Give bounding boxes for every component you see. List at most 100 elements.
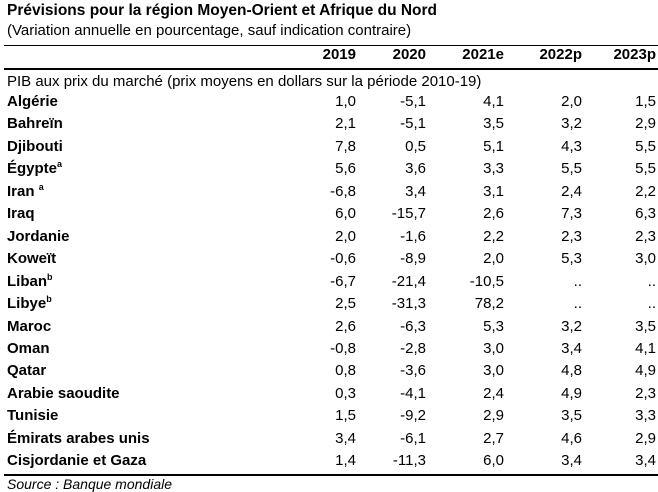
country-label: Iraq xyxy=(7,205,35,223)
cell-2022p: 3,4 xyxy=(561,452,582,470)
cell-2020: -6,1 xyxy=(400,429,426,447)
cell-2020: -31,3 xyxy=(391,295,426,313)
cell-2023p: 5,5 xyxy=(635,137,656,155)
footnote-marker: a xyxy=(38,181,44,192)
cell-2023p: 4,1 xyxy=(635,339,656,357)
cell-2022p: 2,4 xyxy=(561,182,582,200)
cell-2019: 1,4 xyxy=(335,452,356,470)
footnote-marker: b xyxy=(46,294,52,305)
table-row: Iran a -6,8 3,4 3,1 2,4 2,2 xyxy=(0,181,658,205)
country-name: Maroc xyxy=(7,318,51,335)
header-bottom-rule xyxy=(4,68,658,70)
table-row: Tunisie 1,5 -9,2 2,9 3,5 3,3 xyxy=(0,407,658,429)
table-row: Émirats arabes unis 3,4 -6,1 2,7 4,6 2,9 xyxy=(0,430,658,452)
country-name: Libanb xyxy=(7,272,53,290)
cell-2020: 3,4 xyxy=(405,182,426,200)
country-label: Arabie saoudite xyxy=(7,384,120,402)
cell-2020: -6,3 xyxy=(400,317,426,335)
cell-2021e: 78,2 xyxy=(474,295,504,313)
table-bottom-rule xyxy=(4,474,658,476)
country-name: Qatar xyxy=(7,362,46,379)
footnote-marker: a xyxy=(57,159,63,170)
cell-2020: -11,3 xyxy=(392,452,426,470)
cell-2019: 7,8 xyxy=(335,137,356,155)
cell-2019: -0,6 xyxy=(330,250,356,268)
cell-2022p: 3,5 xyxy=(561,407,582,425)
cell-2021e: 2,2 xyxy=(483,227,504,245)
cell-2020: -5,1 xyxy=(400,115,426,133)
cell-2020: 3,6 xyxy=(405,160,426,178)
cell-2021e: 3,3 xyxy=(483,160,504,178)
cell-2021e: 2,9 xyxy=(483,407,504,425)
cell-2021e: 3,1 xyxy=(483,182,504,200)
cell-2019: 3,4 xyxy=(335,429,356,447)
country-label: Émirats arabes unis xyxy=(7,429,150,447)
cell-2022p: 7,3 xyxy=(561,205,582,223)
country-name: Égyptea xyxy=(7,159,63,178)
cell-2021e: 4,1 xyxy=(483,93,504,110)
cell-2019: 2,1 xyxy=(335,115,356,133)
cell-2021e: 5,1 xyxy=(483,137,504,155)
cell-2020: -1,6 xyxy=(400,227,426,245)
cell-2023p: 3,0 xyxy=(635,250,656,268)
country-label: Oman xyxy=(7,339,50,357)
cell-2019: 0,3 xyxy=(335,384,356,402)
cell-2019: 1,5 xyxy=(335,407,356,425)
cell-2020: -8,9 xyxy=(400,250,426,268)
cell-2019: 2,6 xyxy=(335,317,356,335)
country-label: Bahreïn xyxy=(7,115,63,133)
cell-2023p: 3,5 xyxy=(635,317,656,335)
country-name: Jordanie xyxy=(7,228,70,245)
cell-2023p: 2,3 xyxy=(635,384,656,402)
cell-2022p: 2,3 xyxy=(561,227,582,245)
cell-2021e: -10,5 xyxy=(469,272,504,290)
table-row: Libanb -6,7 -21,4 -10,5.... xyxy=(0,272,658,295)
cell-2020: -9,2 xyxy=(400,407,426,425)
table-row: Koweït -0,6 -8,9 2,0 5,3 3,0 xyxy=(0,250,658,272)
cell-2021e: 2,0 xyxy=(483,250,504,268)
cell-2022p: 5,5 xyxy=(561,160,582,178)
table-subtitle: (Variation annuelle en pourcentage, sauf… xyxy=(7,22,412,39)
cell-2022p: 3,4 xyxy=(561,339,582,357)
cell-2022p: .. xyxy=(573,295,582,313)
country-label: Algérie xyxy=(7,93,58,110)
table-row: Oman -0,8 -2,8 3,0 3,4 4,1 xyxy=(0,340,658,362)
country-name: Algérie xyxy=(7,93,58,110)
country-name: Arabie saoudite xyxy=(7,385,120,402)
cell-2022p: .. xyxy=(573,272,582,290)
cell-2019: 6,0 xyxy=(335,205,356,223)
cell-2023p: 5,5 xyxy=(635,160,656,178)
cell-2020: -3,6 xyxy=(400,362,426,380)
column-header-2021e: 2021e xyxy=(462,46,504,63)
country-name: Oman xyxy=(7,340,50,357)
country-name: Iran a xyxy=(7,181,44,200)
cell-2019: -6,8 xyxy=(330,182,356,200)
table-row: Maroc 2,6 -6,3 5,3 3,2 3,5 xyxy=(0,318,658,340)
cell-2021e: 2,6 xyxy=(483,205,504,223)
table-row: Arabie saoudite 0,3 -4,1 2,4 4,9 2,3 xyxy=(0,385,658,407)
cell-2023p: 2,3 xyxy=(635,227,656,245)
country-name: Émirats arabes unis xyxy=(7,430,150,447)
country-label: Koweït xyxy=(7,250,57,268)
column-header-2022p: 2022p xyxy=(539,46,582,63)
cell-2023p: .. xyxy=(647,295,656,313)
country-label: Djibouti xyxy=(7,137,63,155)
table-row: Cisjordanie et Gaza 1,4 -11,3 6,0 3,4 3,4 xyxy=(0,452,658,474)
table-row: Qatar 0,8 -3,6 3,0 4,8 4,9 xyxy=(0,362,658,384)
cell-2020: 0,5 xyxy=(405,137,426,155)
cell-2022p: 4,3 xyxy=(561,137,582,155)
cell-2023p: 2,9 xyxy=(635,115,656,133)
country-name: Tunisie xyxy=(7,407,58,424)
section-label: PIB aux prix du marché (prix moyens en d… xyxy=(7,73,482,90)
column-header-2020: 2020 xyxy=(392,46,426,63)
cell-2020: -5,1 xyxy=(400,93,426,110)
country-name: Iraq xyxy=(7,205,35,222)
cell-2019: 2,5 xyxy=(335,295,356,313)
cell-2021e: 3,0 xyxy=(483,339,504,357)
cell-2023p: 4,9 xyxy=(635,362,656,380)
cell-2020: -4,1 xyxy=(400,384,426,402)
country-label: Jordanie xyxy=(7,227,70,245)
table-row: Algérie 1,0 -5,1 4,1 2,0 1,5 xyxy=(0,93,658,115)
cell-2022p: 4,6 xyxy=(561,429,582,447)
cell-2023p: 3,4 xyxy=(635,452,656,470)
